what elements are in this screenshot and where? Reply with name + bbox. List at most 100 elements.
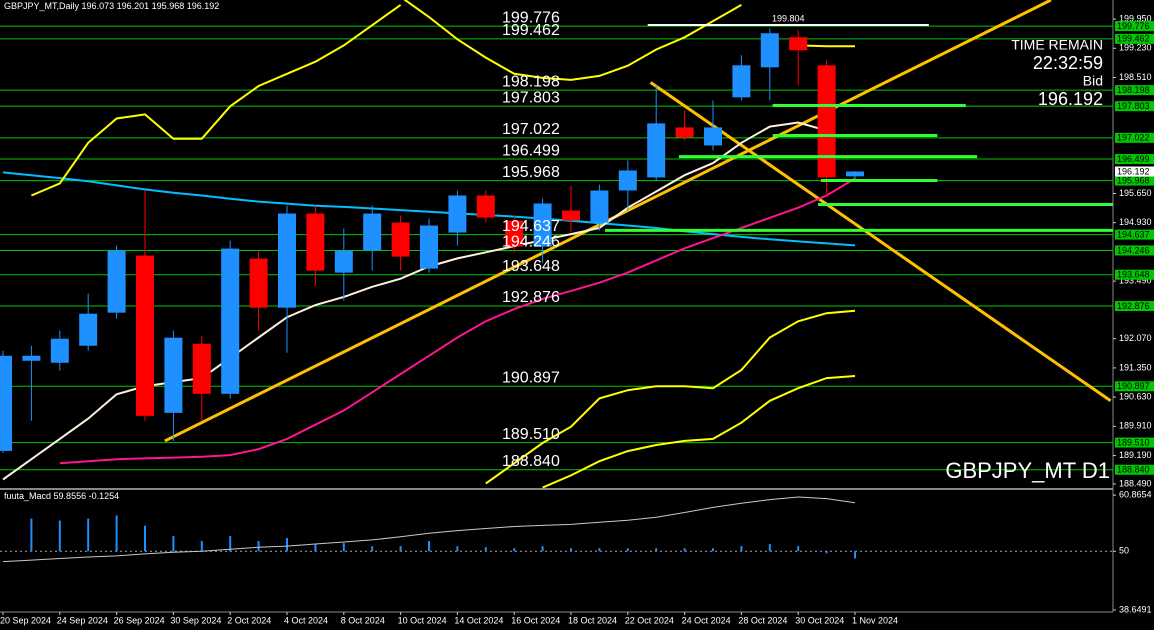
candle-body [363,213,382,251]
level-box-label: 188.840 [1117,465,1150,475]
time-remain-label: TIME REMAIN [1011,37,1103,53]
candle-body [136,255,154,416]
level-box-label: 189.510 [1117,437,1150,447]
level-box [1115,85,1154,96]
x-tick-label: 26 Sep 2024 [114,615,165,625]
x-tick-label: 10 Oct 2024 [398,615,447,625]
y-tick-label: 190.630 [1119,392,1152,402]
level-box [1115,132,1154,143]
candle-body [732,65,751,98]
x-tick-label: 30 Sep 2024 [170,615,221,625]
chart-title: GBPJPY_MT,Daily [4,1,80,11]
candle-body [590,190,609,223]
level-label: 189.510 [502,426,560,443]
high-value: 196.201 [117,1,150,11]
level-box [1115,464,1154,475]
level-box [1115,269,1154,280]
moving-average [2,171,856,247]
candle-body [0,355,12,451]
y-tick-label: 189.910 [1119,421,1152,431]
level-box [1115,175,1154,186]
candle-body [79,313,98,346]
candle-body [22,355,41,361]
current-price-box [1115,166,1154,177]
indicator-title: fuuta_Macd [4,491,51,501]
time-remain: 22:32:59 [1033,53,1103,73]
y-tick-label: 60.8654 [1119,490,1152,500]
level-label: 199.462 [502,22,560,39]
moving-average [31,4,402,197]
plot: 199.950 199.230 198.510 195.650 194.930 193.4… [0,0,1152,614]
x-tick-label: 8 Oct 2024 [341,615,385,625]
candle-body [760,33,779,68]
level-box [1115,245,1154,256]
level-box [1115,33,1154,44]
y-tick-label: 188.490 [1119,478,1152,488]
level-box [1115,229,1154,240]
level-label: 190.897 [502,370,560,387]
candle-body [391,222,410,257]
candle-body [562,210,580,221]
level-label: 197.022 [502,121,560,138]
y-tick-label: 50 [1119,546,1129,556]
candle-body [476,195,495,218]
moving-average [485,309,856,485]
level-label: 194.246 [502,234,560,251]
level-label: 193.648 [502,258,560,275]
bid-label: Bid [1083,73,1103,89]
level-box-label: 194.246 [1117,245,1150,255]
y-tick-label: 195.650 [1119,188,1152,198]
level-box-label: 193.648 [1117,270,1150,280]
trendline [649,81,1112,403]
x-tick-label: 2 Oct 2024 [227,615,271,625]
level-box [1115,101,1154,112]
level-label: 199.776 [502,9,560,26]
moving-average [59,177,856,465]
candle-body [334,250,353,273]
level-label: 192.876 [502,289,560,306]
level-label: 196.499 [502,142,560,159]
level-box-label: 197.803 [1117,101,1150,111]
candle-body [306,213,325,271]
chart-header: GBPJPY_MT,Daily 196.073 196.201 195.968 … [4,1,219,11]
candle-body [278,213,296,308]
moving-average [403,0,855,81]
x-tick-label: 4 Oct 2024 [284,615,328,625]
current-price-label: 196.192 [1117,166,1150,176]
candle-body [704,127,722,146]
level-box [1115,437,1154,448]
candle-body [249,258,268,308]
candle-body [846,171,864,177]
level-box-label: 199.776 [1117,21,1150,31]
x-tick-label: 18 Oct 2024 [568,615,617,625]
level-label: 194.637 [502,218,560,235]
candle-body [505,220,524,247]
level-box [1115,301,1154,312]
candle-body [647,123,666,178]
level-box-label: 196.499 [1117,154,1150,164]
candle-body [618,170,637,191]
y-tick-label: 199.950 [1119,13,1152,23]
moving-average [542,375,856,489]
level-label: 195.968 [502,164,560,181]
high-marker-label: 199.804 [772,13,805,23]
candle-body [817,65,836,178]
candle-body [221,248,240,394]
y-tick-label: 192.070 [1119,333,1152,343]
level-box-label: 190.897 [1117,381,1150,391]
y-tick-label: 38.6491 [1119,604,1152,614]
watermark: GBPJPY_MT D1 [945,458,1110,483]
candle-body [107,250,126,313]
candle-body [789,37,808,51]
close-value: 196.192 [187,1,220,11]
candle-body [50,338,69,363]
signal-line [2,496,856,563]
indicator-value: 59.8556 [54,491,87,501]
x-tick-label: 28 Oct 2024 [738,615,787,625]
level-box [1115,154,1154,165]
level-box-label: 195.968 [1117,175,1150,185]
candle-body [420,225,438,269]
indicator-header: fuuta_Macd 59.8556 -0.1254 [4,491,119,501]
